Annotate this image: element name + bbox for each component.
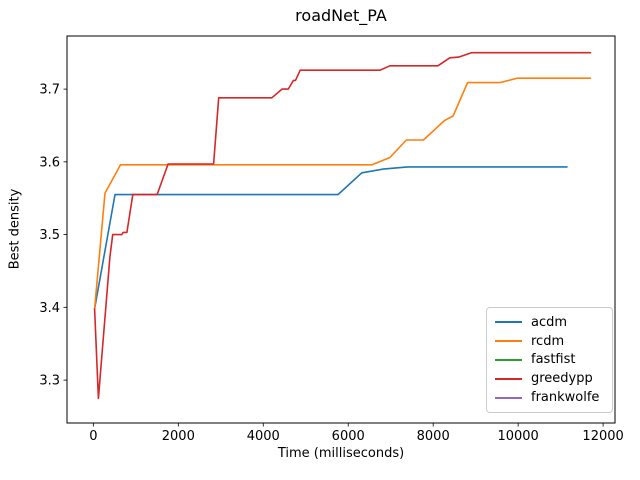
legend-label-acdm: acdm: [531, 314, 568, 330]
legend-item-rcdm: rcdm: [495, 332, 604, 351]
legend-swatch-rcdm: [495, 340, 522, 343]
series-rcdm-line: [93, 77, 592, 310]
legend-item-frankwolfe: frankwolfe: [495, 388, 604, 407]
legend-label-fastfist: fastfist: [531, 352, 576, 368]
x-tick-label: 4000: [247, 429, 280, 444]
legend-label-frankwolfe: frankwolfe: [531, 390, 600, 406]
legend-item-greedypp: greedypp: [495, 369, 604, 388]
legend: acdm rcdm fastfist greedypp frankwolfe: [486, 307, 613, 413]
x-tick-label: 8000: [417, 429, 450, 444]
series-greedypp-line: [93, 51, 592, 400]
y-tick-label: 3.6: [39, 155, 60, 170]
legend-label-greedypp: greedypp: [531, 371, 593, 387]
chart-title: roadNet_PA: [295, 6, 387, 25]
x-tick-label: 2000: [162, 429, 195, 444]
legend-swatch-greedypp: [495, 377, 522, 380]
series-acdm-line: [93, 166, 568, 310]
y-tick-label: 3.3: [39, 374, 60, 389]
y-axis-label: Best density: [7, 188, 23, 270]
plot-frame: [66, 35, 616, 424]
x-tick-label: 6000: [332, 429, 365, 444]
legend-swatch-fastfist: [495, 358, 522, 361]
y-tick-label: 3.4: [39, 301, 60, 316]
y-tick-label: 3.7: [39, 83, 60, 98]
x-tick-label: 0: [89, 429, 97, 444]
legend-swatch-acdm: [495, 321, 522, 324]
legend-label-rcdm: rcdm: [531, 333, 565, 349]
x-axis-label: Time (milliseconds): [277, 446, 405, 461]
legend-item-fastfist: fastfist: [495, 351, 604, 370]
y-tick-label: 3.5: [39, 228, 60, 243]
x-tick-label: 10000: [497, 429, 538, 444]
legend-swatch-frankwolfe: [495, 396, 522, 399]
legend-item-acdm: acdm: [495, 313, 604, 332]
x-tick-label: 12000: [582, 429, 623, 444]
